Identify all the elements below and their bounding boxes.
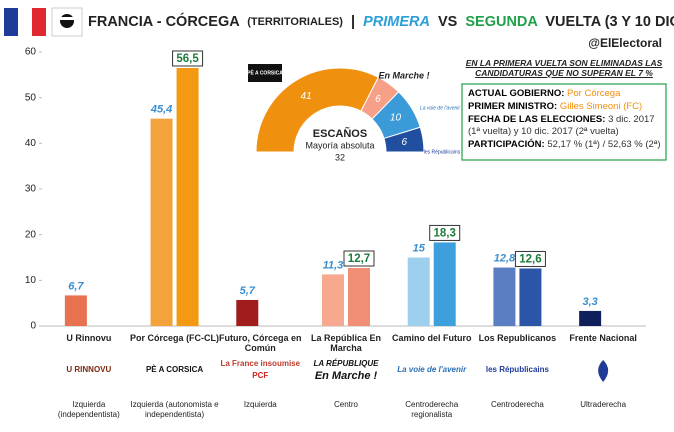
title-round2: SEGUNDA	[465, 14, 538, 30]
seat-label: 10	[390, 113, 402, 124]
value-label: 6,7	[68, 280, 84, 292]
value-label: 15	[413, 242, 426, 254]
info-value: Gilles Simeoni (FC)	[559, 101, 643, 112]
title-sep: |	[351, 14, 355, 30]
bar	[579, 310, 602, 326]
majority: 32	[335, 152, 345, 162]
info-label: PRIMER MINISTRO:	[468, 101, 558, 112]
value-label: 11,3	[323, 259, 344, 271]
value-label: 45,4	[150, 104, 172, 116]
x-tick-label: Futuro, Córcega en Común	[219, 333, 302, 353]
donut-subtitle: Mayoría absoluta	[305, 140, 374, 150]
logo-text: PÈ A CORSICA	[146, 365, 203, 374]
handle: @ElElectoral	[588, 36, 662, 50]
value-label: 12,7	[348, 253, 370, 265]
logo-text: La voie de l'avenir	[420, 105, 460, 111]
bar	[407, 257, 430, 326]
title-vs: VS	[438, 14, 458, 30]
info-value: 3 dic. 2017 (1ª vuelta) y 10 dic. 2017 (…	[468, 114, 655, 137]
ideology-label: Centroderecha	[490, 400, 544, 409]
bar	[236, 299, 259, 326]
x-tick-label: Frente Nacional	[569, 333, 637, 343]
seat-label: 41	[301, 91, 312, 102]
bar	[519, 268, 542, 326]
title-sub: (TERRITORIALES)	[247, 16, 343, 28]
logo-text: PÈ A CORSICA	[247, 68, 283, 76]
info-row: PARTICIPACIÓN: 52,17 % (1ª) / 52,63 % (2…	[468, 139, 662, 151]
logo-text: La France insoumise	[220, 359, 300, 368]
seat-arc	[255, 67, 379, 153]
y-tick-label: 20	[25, 229, 37, 240]
value-label: 18,3	[434, 227, 456, 239]
value-label-box	[514, 250, 546, 267]
logo-text: PCF	[252, 371, 268, 380]
info-row: FECHA DE LAS ELECCIONES: 3 dic. 2017 (1ª…	[468, 114, 662, 138]
bar	[322, 274, 344, 326]
note: EN LA PRIMERA VUELTA SON ELIMINADAS LAS …	[465, 58, 663, 78]
x-tick-label: U Rinnovu	[66, 333, 112, 343]
ideology-label: Centroderecha regionalista	[405, 400, 459, 419]
value-label: 56,5	[176, 53, 199, 65]
bar	[64, 295, 87, 326]
ideology-label: Centro	[333, 400, 358, 409]
x-tick-label: Por Córcega (FC-CL)	[130, 333, 220, 343]
value-label-box	[343, 250, 375, 267]
logo-box	[248, 64, 282, 82]
info-row: PRIMER MINISTRO: Gilles Simeoni (FC)	[468, 101, 662, 113]
title-tail: VUELTA (3 Y 10 DICIEMBRE 2017)	[545, 14, 674, 30]
logo-flame	[598, 360, 609, 382]
info-label: ACTUAL GOBIERNO:	[468, 88, 565, 99]
seat-label: 6	[375, 94, 381, 105]
logo-text: En Marche !	[315, 370, 378, 382]
info: ACTUAL GOBIERNO: Por Córcega PRIMER MINIS…	[468, 88, 662, 152]
seat-arc	[383, 126, 425, 153]
x-tick-label: Camino del Futuro	[391, 333, 472, 343]
ideology-label: Izquierda (independentista)	[57, 400, 120, 419]
x-tick-label: Los Republicanos	[478, 333, 557, 343]
value-label: 5,7	[240, 285, 256, 297]
value-label: 12,6	[519, 253, 541, 265]
logo-text: les Républicains	[486, 365, 550, 374]
y-tick-label: 10	[25, 275, 37, 286]
info-box	[461, 83, 667, 161]
bar	[176, 67, 199, 326]
y-tick-label: 50	[25, 92, 37, 103]
value-label-box	[172, 50, 204, 67]
info-label: FECHA DE LAS ELECCIONES:	[468, 114, 606, 125]
value-label: 12,8	[494, 252, 516, 264]
logo-text: U RINNOVU	[66, 365, 111, 374]
ideology-label: Izquierda (autonomista e independentista…	[130, 400, 219, 419]
ideology-label: Izquierda	[243, 400, 277, 409]
logo-text: En Marche !	[378, 70, 429, 80]
seat-label: 6	[401, 137, 407, 148]
bar	[493, 267, 516, 326]
info-row: ACTUAL GOBIERNO: Por Córcega	[468, 88, 662, 100]
title: FRANCIA - CÓRCEGA (TERRITORIALES) | PRIM…	[88, 12, 674, 30]
y-tick-label: 30	[25, 184, 37, 195]
info-value: 52,17 % (1ª) / 52,63 % (2ª)	[547, 139, 661, 150]
logo-text: La voie de l'avenir	[397, 365, 467, 374]
donut-title: ESCAÑOS	[313, 127, 367, 140]
value-label: 3,3	[582, 296, 597, 308]
title-main: FRANCIA - CÓRCEGA	[88, 12, 240, 30]
y-tick-label: 60	[25, 47, 37, 58]
title-round1: PRIMERA	[363, 14, 430, 30]
info-value: Por Córcega	[567, 88, 621, 99]
bar	[150, 118, 173, 326]
ideology-label: Ultraderecha	[580, 400, 627, 409]
x-tick-label: La República En Marcha	[310, 333, 381, 353]
flags	[4, 7, 83, 37]
bar	[433, 242, 456, 326]
y-tick-label: 40	[25, 138, 37, 149]
value-label-box	[429, 224, 461, 241]
logo-text: les Républicains	[424, 149, 461, 155]
logo-text: LA RÉPUBLIQUE	[313, 359, 379, 368]
bar	[348, 268, 370, 326]
y-tick-label: 0	[30, 321, 36, 332]
info-label: PARTICIPACIÓN:	[468, 139, 545, 150]
